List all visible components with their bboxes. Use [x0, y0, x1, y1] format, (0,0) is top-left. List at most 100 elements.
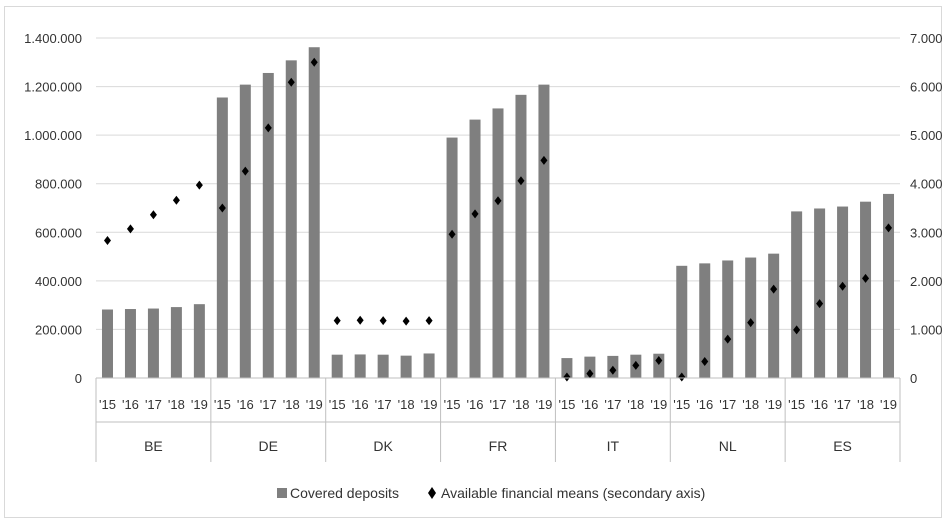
point-de-3	[287, 77, 295, 87]
point-nl-4	[770, 284, 778, 294]
year-label: '19	[535, 397, 552, 412]
year-label: '17	[719, 397, 736, 412]
point-de-2	[264, 123, 272, 133]
left-tick-label: 1.200.000	[24, 80, 82, 95]
point-de-0	[218, 203, 226, 213]
year-label: '16	[467, 397, 484, 412]
year-label: '17	[834, 397, 851, 412]
group-label-es: ES	[833, 438, 852, 454]
point-dk-4	[425, 316, 433, 326]
bar-dk-4	[423, 353, 435, 378]
point-be-4	[195, 180, 203, 190]
point-fr-4	[540, 155, 548, 165]
year-label: '17	[375, 397, 392, 412]
year-label: '15	[673, 397, 690, 412]
year-label: '17	[260, 397, 277, 412]
right-tick-label: 3.000	[910, 225, 943, 240]
bar-nl-2	[722, 260, 734, 378]
point-fr-1	[471, 209, 479, 219]
left-axis-ticks: 0 200.000 400.000 600.000 800.000 1.000.000 1.…	[24, 31, 82, 386]
point-nl-1	[701, 356, 709, 366]
financial-means-points	[103, 57, 893, 382]
year-label: '15	[788, 397, 805, 412]
year-label: '17	[145, 397, 162, 412]
point-be-0	[103, 236, 111, 246]
legend-label-covered-deposits: Covered deposits	[290, 485, 399, 501]
point-it-1	[586, 369, 594, 379]
legend-label-financial-means: Available financial means (secondary axi…	[441, 485, 705, 501]
bar-nl-3	[745, 257, 757, 378]
year-label: '15	[329, 397, 346, 412]
bar-es-0	[791, 211, 803, 378]
point-es-2	[839, 281, 847, 291]
year-label: '16	[122, 397, 139, 412]
bar-it-0	[561, 358, 573, 378]
point-it-2	[609, 365, 617, 375]
point-de-1	[241, 166, 249, 176]
year-label: '17	[490, 397, 507, 412]
year-label: '19	[191, 397, 208, 412]
x-axis: '15 '16 '17 '18 '19 BE '15 '16 '17 '18 '19 DE '15 '16…	[95, 377, 901, 462]
bar-be-4	[193, 304, 205, 378]
right-tick-label: 4.000	[910, 177, 943, 192]
right-tick-label: 2.000	[910, 274, 943, 289]
point-es-1	[816, 299, 824, 309]
bar-dk-1	[354, 354, 366, 378]
bar-it-1	[584, 356, 596, 378]
right-axis-ticks: 0 1.000 2.000 3.000 4.000 5.000 6.000 7.000	[910, 31, 943, 386]
point-de-4	[310, 57, 318, 67]
year-label: '18	[742, 397, 759, 412]
bar-de-3	[285, 60, 297, 378]
point-it-3	[632, 360, 640, 370]
bar-be-0	[101, 309, 113, 378]
right-tick-label: 7.000	[910, 31, 943, 46]
point-dk-3	[402, 316, 410, 326]
year-label: '19	[880, 397, 897, 412]
year-label: '15	[99, 397, 116, 412]
bar-es-2	[837, 206, 849, 378]
year-label: '17	[604, 397, 621, 412]
group-label-fr: FR	[489, 438, 508, 454]
group-label-de: DE	[259, 438, 278, 454]
left-tick-label: 1.400.000	[24, 31, 82, 46]
point-dk-2	[379, 316, 387, 326]
point-it-0	[563, 372, 571, 382]
legend-swatch-covered-deposits	[277, 488, 287, 498]
point-nl-0	[678, 372, 686, 382]
point-dk-0	[333, 316, 341, 326]
year-label: '16	[696, 397, 713, 412]
year-label: '19	[765, 397, 782, 412]
year-label: '18	[283, 397, 300, 412]
group-label-dk: DK	[373, 438, 393, 454]
bar-de-2	[262, 72, 274, 378]
left-tick-label: 1.000.000	[24, 128, 82, 143]
bar-fr-0	[446, 137, 458, 378]
year-label: '16	[811, 397, 828, 412]
bar-nl-4	[768, 253, 780, 378]
covered-deposits-bars	[101, 47, 895, 378]
bar-de-0	[216, 97, 228, 378]
point-fr-0	[448, 229, 456, 239]
year-label: '18	[857, 397, 874, 412]
legend-marker-financial-means	[428, 487, 436, 499]
bar-dk-0	[331, 354, 343, 378]
year-label: '19	[650, 397, 667, 412]
bar-fr-1	[469, 119, 481, 378]
left-tick-label: 800.000	[35, 177, 82, 192]
point-es-4	[885, 223, 893, 233]
year-label: '18	[168, 397, 185, 412]
left-tick-label: 400.000	[35, 274, 82, 289]
point-fr-3	[517, 176, 525, 186]
point-be-2	[149, 210, 157, 220]
point-dk-1	[356, 315, 364, 325]
year-label: '19	[421, 397, 438, 412]
bar-es-3	[860, 201, 872, 378]
year-label: '15	[444, 397, 461, 412]
bar-it-4	[653, 353, 665, 378]
point-nl-3	[747, 318, 755, 328]
bar-de-1	[239, 84, 251, 378]
bar-es-4	[883, 193, 895, 378]
year-label: '15	[214, 397, 231, 412]
year-label: '18	[627, 397, 644, 412]
legend: Covered deposits Available financial mea…	[277, 485, 705, 501]
